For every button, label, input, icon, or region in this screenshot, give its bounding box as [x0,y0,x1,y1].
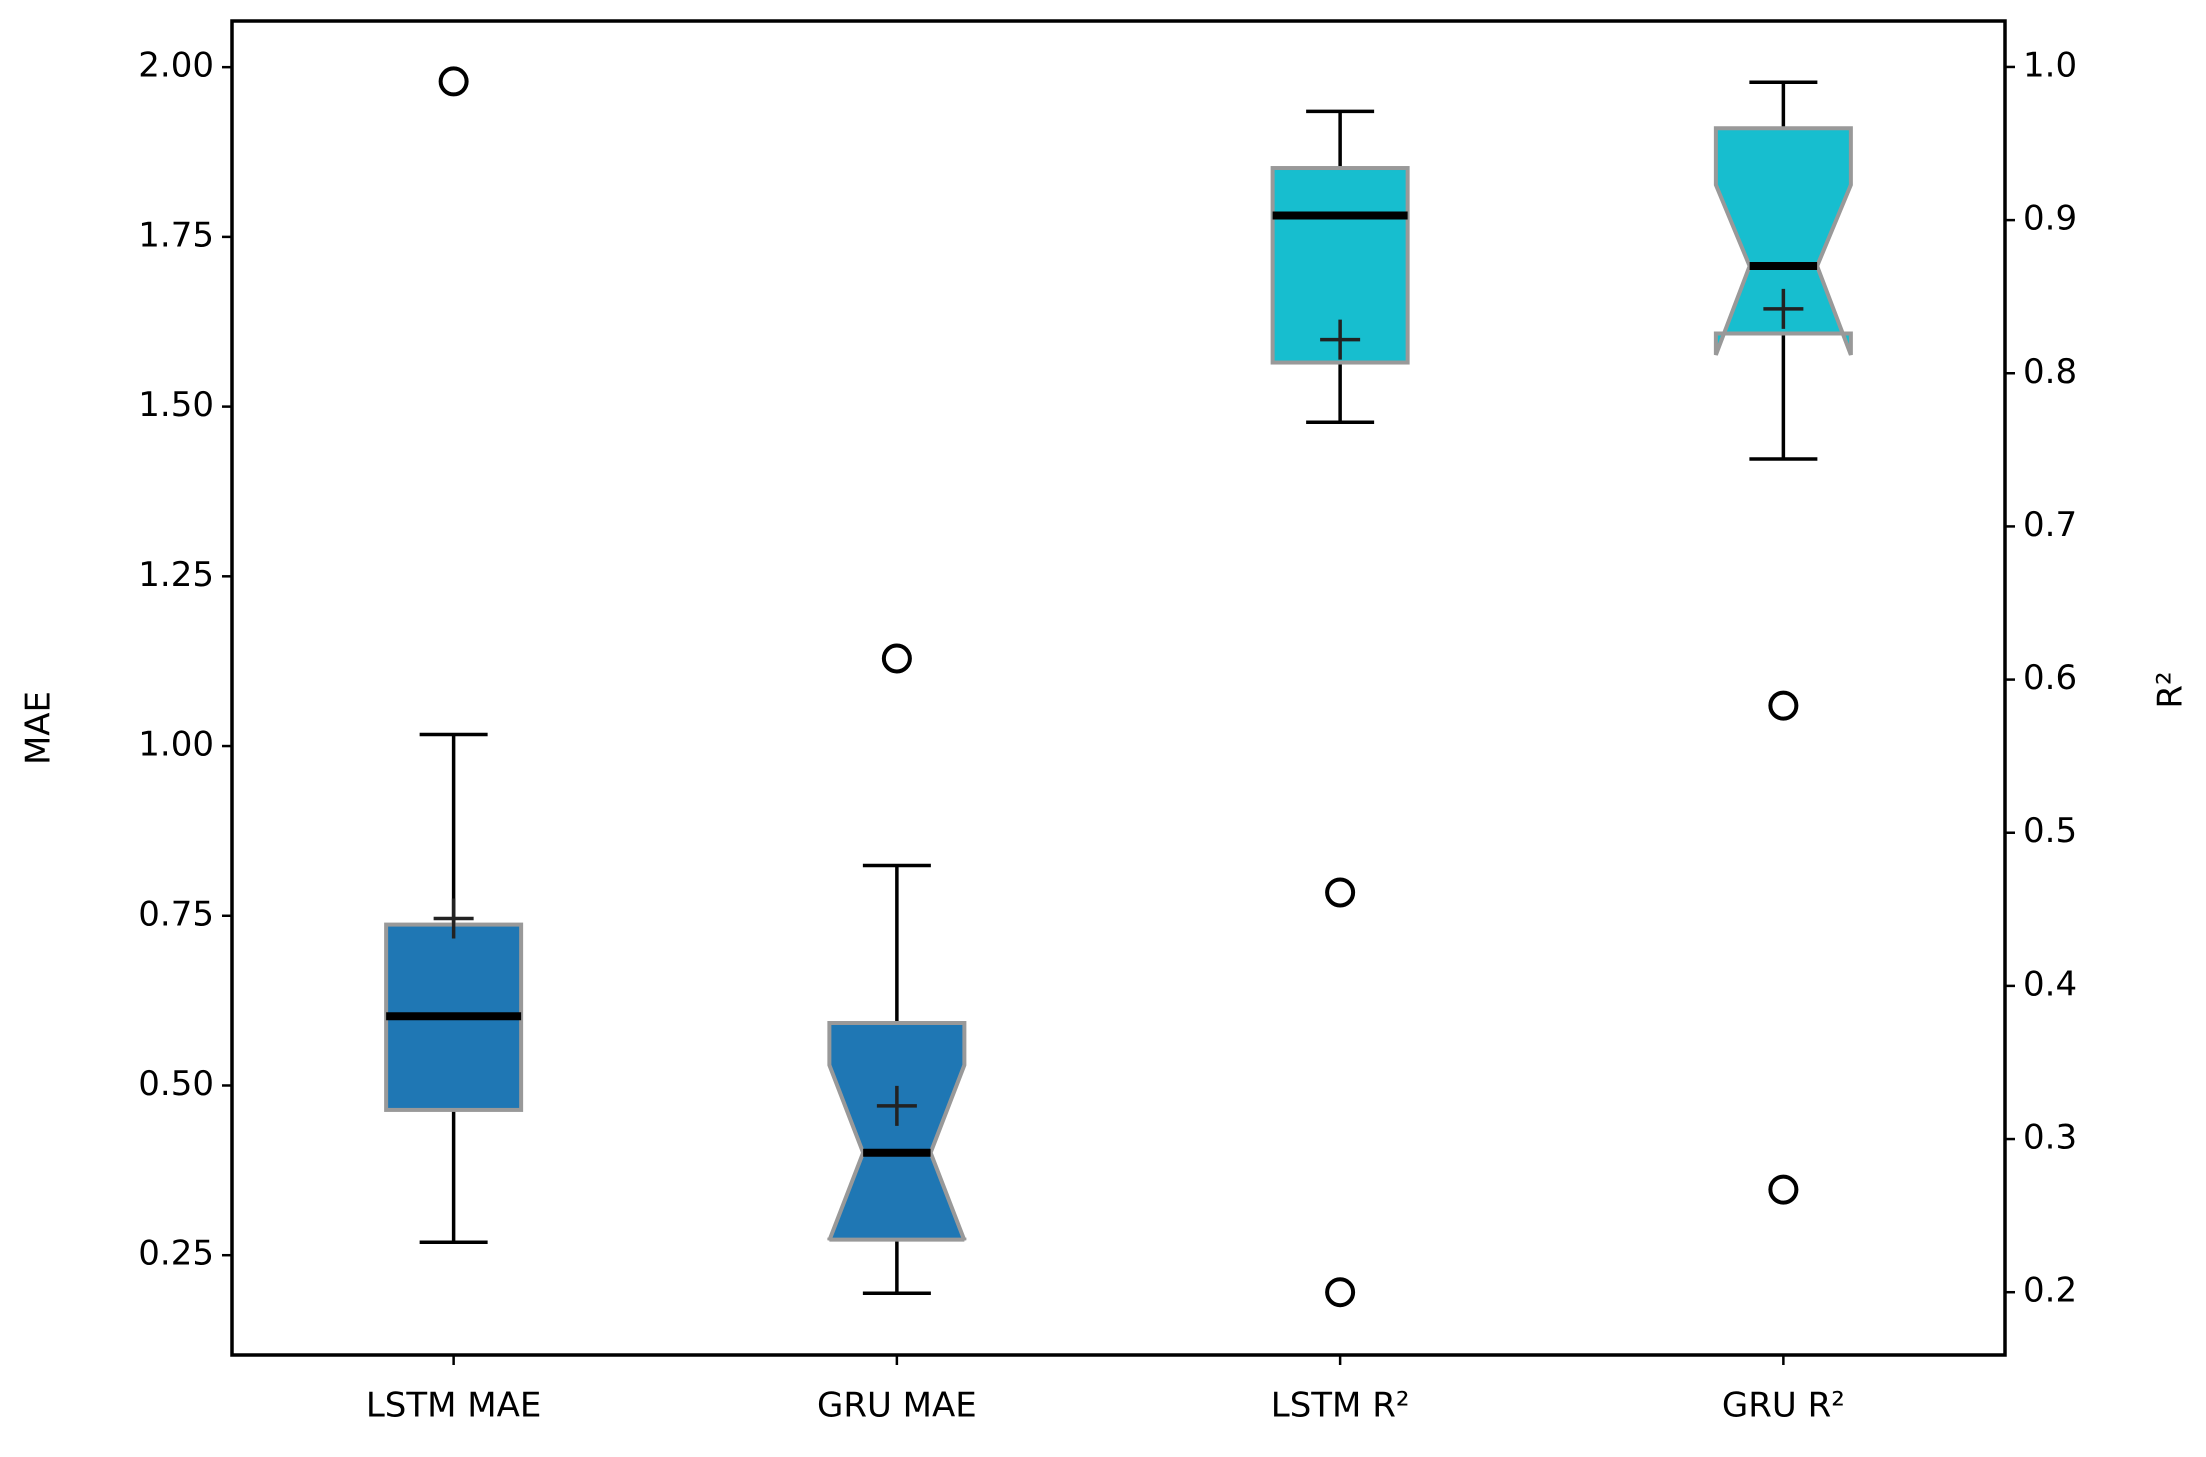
x-tick-label: LSTM MAE [366,1386,542,1426]
y-tick-label: 0.50 [138,1064,214,1104]
y2-tick-label: 0.3 [2023,1118,2077,1158]
outlier [1325,1277,1356,1308]
y2-tick-label: 0.2 [2023,1271,2077,1311]
y2-tick-label: 0.6 [2023,658,2077,698]
x-tick-label: GRU R² [1722,1386,1845,1426]
box [827,1021,967,1242]
y-tick-label: 2.00 [138,46,214,86]
mean-marker [1763,288,1804,329]
mean-marker [876,1085,917,1126]
outlier [1768,1174,1799,1205]
y2-axis-label: R² [2151,671,2191,708]
y-tick-label: 0.25 [138,1234,214,1274]
y-tick-label: 1.00 [138,725,214,765]
x-tick-label: LSTM R² [1271,1386,1410,1426]
y-axis-label: MAE [19,691,59,765]
x-tick-label: GRU MAE [817,1386,977,1426]
outlier [881,643,912,674]
y2-tick-label: 0.4 [2023,964,2077,1004]
y-tick-label: 1.50 [138,385,214,425]
y-tick-label: 1.25 [138,555,214,595]
outlier [1768,690,1799,721]
outlier [1325,877,1356,908]
plot-frame [230,19,2007,1357]
box [1270,166,1410,365]
outlier [438,66,469,97]
y2-tick-label: 0.8 [2023,352,2077,392]
mean-marker [433,898,474,939]
y2-tick-label: 0.5 [2023,811,2077,851]
y2-tick-label: 1.0 [2023,45,2077,85]
y-tick-label: 0.75 [138,894,214,934]
box [1713,126,1853,356]
y-tick-label: 1.75 [138,215,214,255]
mean-marker [1320,319,1361,360]
y2-tick-label: 0.9 [2023,199,2077,239]
y2-tick-label: 0.7 [2023,505,2077,545]
